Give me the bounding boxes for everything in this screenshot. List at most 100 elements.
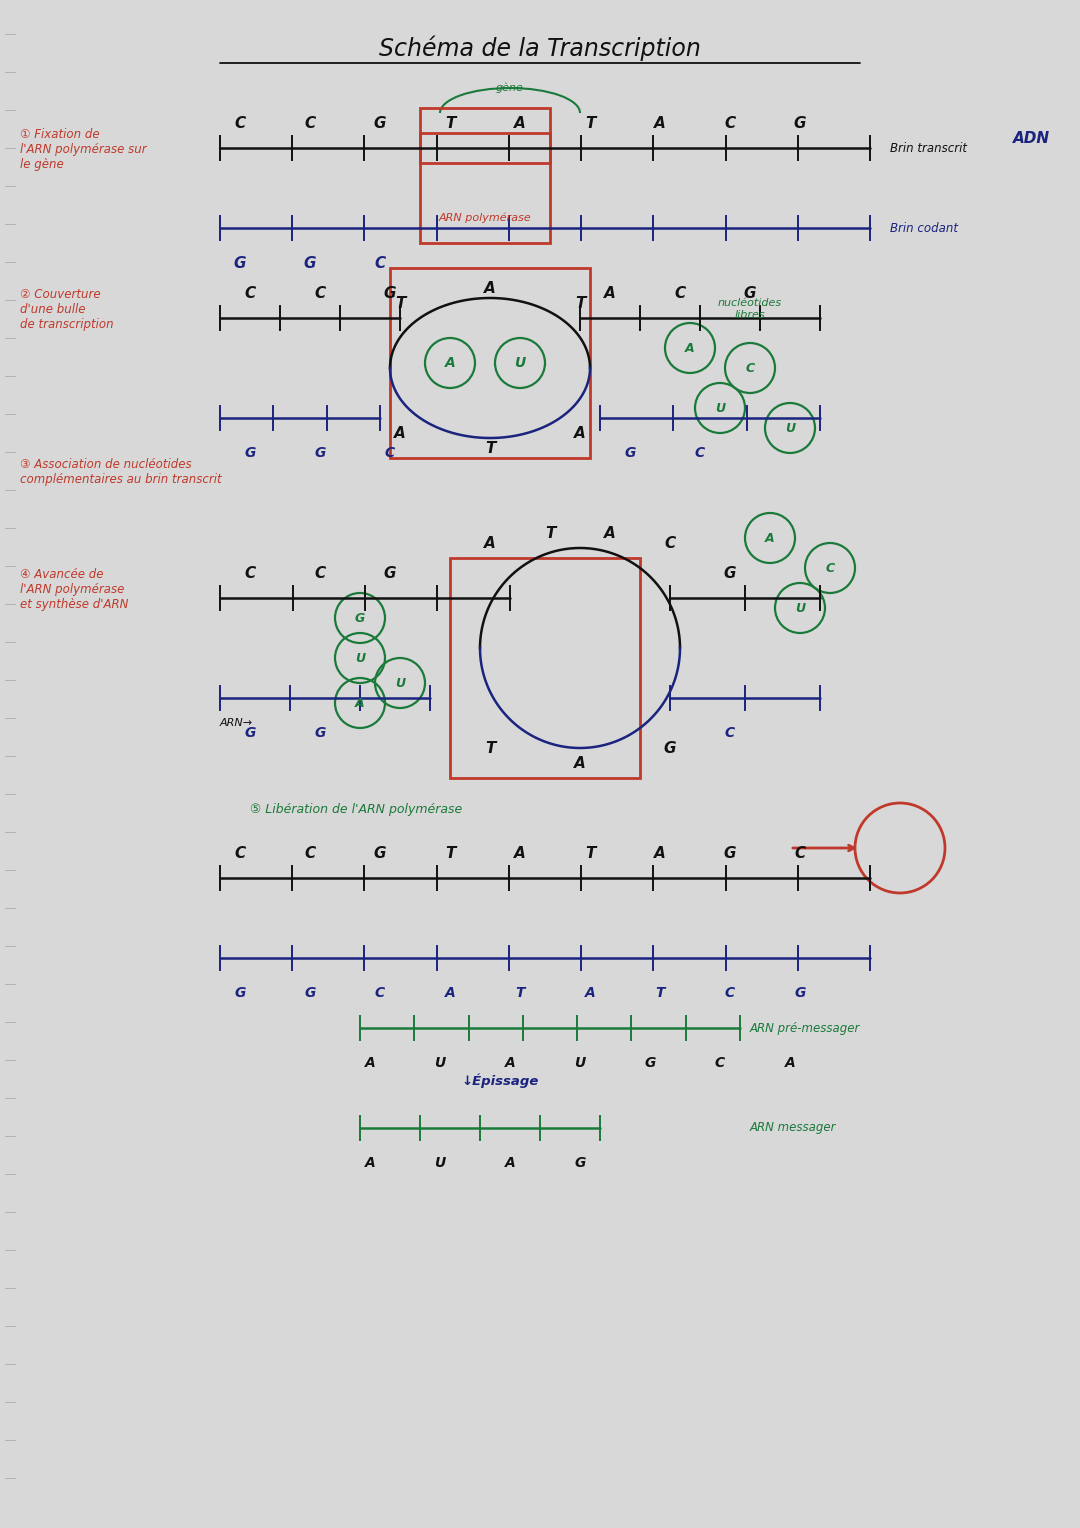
Text: ④ Avancée de
l'ARN polymérase
et synthèse d'ARN: ④ Avancée de l'ARN polymérase et synthès… (21, 568, 129, 611)
Text: T: T (575, 295, 585, 310)
Text: U: U (355, 651, 365, 665)
Text: T: T (544, 526, 555, 541)
Text: U: U (395, 677, 405, 689)
Text: A: A (604, 526, 616, 541)
Text: C: C (234, 116, 245, 130)
Text: T: T (445, 116, 455, 130)
Text: T: T (656, 986, 665, 999)
Text: C: C (725, 726, 735, 740)
Text: C: C (674, 286, 686, 301)
Text: G: G (724, 565, 737, 581)
Text: G: G (744, 286, 756, 301)
Text: A: A (514, 116, 526, 130)
Text: T: T (485, 741, 496, 755)
Text: U: U (795, 602, 805, 614)
Text: G: G (374, 845, 387, 860)
Text: G: G (383, 565, 396, 581)
Text: A: A (445, 986, 456, 999)
Text: A: A (604, 286, 616, 301)
Text: C: C (305, 845, 315, 860)
Text: C: C (244, 565, 256, 581)
Text: ARN polymérase: ARN polymérase (438, 212, 531, 223)
Text: C: C (745, 362, 755, 374)
Text: ③ Association de nucléotides
complémentaires au brin transcrit: ③ Association de nucléotides complémenta… (21, 458, 221, 486)
Text: T: T (485, 440, 496, 455)
Text: A: A (504, 1157, 515, 1170)
Text: G: G (244, 726, 256, 740)
Text: C: C (314, 565, 326, 581)
Text: A: A (575, 755, 585, 770)
Text: G: G (314, 726, 326, 740)
Text: A: A (685, 341, 694, 354)
Text: C: C (825, 561, 835, 575)
Text: ② Couverture
d'une bulle
de transcription: ② Couverture d'une bulle de transcriptio… (21, 287, 113, 332)
Text: G: G (575, 1157, 585, 1170)
Text: A: A (785, 1056, 795, 1070)
Text: A: A (394, 425, 406, 440)
Text: G: G (374, 116, 387, 130)
Text: C: C (725, 116, 735, 130)
Text: G: G (724, 845, 737, 860)
Text: A: A (355, 697, 365, 709)
Text: U: U (434, 1157, 446, 1170)
Text: A: A (654, 116, 666, 130)
Text: G: G (794, 116, 807, 130)
Text: G: G (305, 986, 315, 999)
Text: A: A (484, 281, 496, 295)
Text: G: G (234, 986, 245, 999)
Text: A: A (514, 845, 526, 860)
Text: U: U (715, 402, 725, 414)
Text: A: A (365, 1056, 376, 1070)
Text: Brin codant: Brin codant (890, 222, 958, 234)
Text: C: C (694, 446, 705, 460)
Text: ↓Épissage: ↓Épissage (461, 1073, 539, 1088)
Text: U: U (785, 422, 795, 434)
Text: T: T (515, 986, 525, 999)
Text: A: A (575, 425, 585, 440)
Text: G: G (355, 611, 365, 625)
Text: G: G (233, 255, 246, 270)
Text: C: C (375, 255, 386, 270)
Text: G: G (645, 1056, 656, 1070)
Text: C: C (314, 286, 326, 301)
Text: ARN→: ARN→ (220, 718, 253, 727)
Text: T: T (584, 116, 595, 130)
Text: U: U (575, 1056, 585, 1070)
Text: U: U (434, 1056, 446, 1070)
Text: ARN pré-messager: ARN pré-messager (750, 1022, 861, 1034)
Text: G: G (314, 446, 326, 460)
Text: T: T (445, 845, 455, 860)
Text: A: A (504, 1056, 515, 1070)
Text: gène: gène (496, 83, 524, 93)
Text: C: C (384, 446, 395, 460)
Text: A: A (584, 986, 595, 999)
Text: A: A (484, 535, 496, 550)
Text: G: G (244, 446, 256, 460)
Text: ⑤ Libération de l'ARN polymérase: ⑤ Libération de l'ARN polymérase (249, 804, 462, 816)
Text: C: C (375, 986, 386, 999)
Text: C: C (795, 845, 806, 860)
Text: Schéma de la Transcription: Schéma de la Transcription (379, 35, 701, 61)
Text: ADN: ADN (1013, 130, 1050, 145)
Text: C: C (305, 116, 315, 130)
Text: Brin transcrit: Brin transcrit (890, 142, 967, 154)
Text: ARN messager: ARN messager (750, 1122, 837, 1134)
Text: C: C (244, 286, 256, 301)
Text: U: U (514, 356, 526, 370)
Text: G: G (303, 255, 316, 270)
Text: G: G (624, 446, 636, 460)
Text: nucléotides
libres: nucléotides libres (718, 298, 782, 319)
Text: G: G (383, 286, 396, 301)
Text: G: G (664, 741, 676, 755)
Text: G: G (794, 986, 806, 999)
Text: C: C (234, 845, 245, 860)
Text: A: A (445, 356, 456, 370)
Text: T: T (584, 845, 595, 860)
Text: C: C (664, 535, 676, 550)
Text: T: T (395, 295, 405, 310)
Text: A: A (654, 845, 666, 860)
Text: ① Fixation de
l'ARN polymérase sur
le gène: ① Fixation de l'ARN polymérase sur le gè… (21, 128, 147, 171)
Text: A: A (766, 532, 774, 544)
Text: A: A (365, 1157, 376, 1170)
Text: C: C (715, 1056, 725, 1070)
